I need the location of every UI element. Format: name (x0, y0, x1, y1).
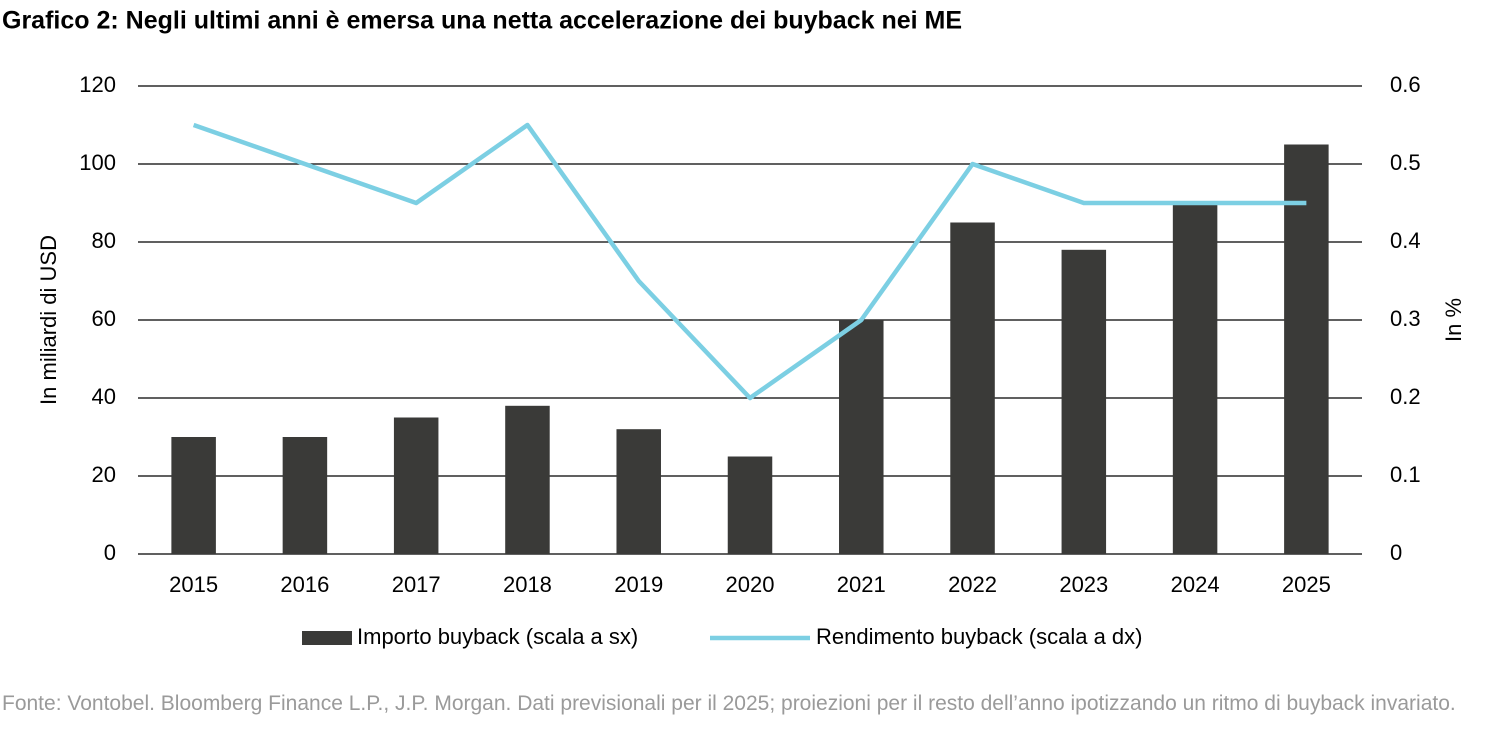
legend-label: Rendimento buyback (scala a dx) (816, 624, 1143, 649)
bar (616, 429, 661, 554)
y2-tick-label: 0.2 (1390, 384, 1421, 409)
chart-title: Grafico 2: Negli ultimi anni è emersa un… (2, 7, 962, 35)
x-tick-label: 2023 (1059, 572, 1108, 597)
footnote: Fonte: Vontobel. Bloomberg Finance L.P.,… (2, 692, 1456, 715)
x-tick-label: 2021 (837, 572, 886, 597)
bar (1172, 203, 1218, 554)
y-tick-label: 60 (92, 306, 116, 331)
y2-tick-label: 0.6 (1390, 72, 1421, 97)
x-tick-label: 2017 (392, 572, 441, 597)
y-tick-label: 100 (79, 150, 116, 175)
x-tick-label: 2018 (503, 572, 552, 597)
x-tick-label: 2019 (614, 572, 663, 597)
bar (839, 320, 884, 554)
y2-tick-label: 0.3 (1390, 306, 1421, 331)
bar (282, 437, 328, 554)
y-tick-label: 120 (79, 72, 116, 97)
legend-label: Importo buyback (scala a sx) (357, 624, 638, 649)
legend-swatch (302, 631, 352, 645)
y-tick-label: 20 (92, 462, 116, 487)
bar (950, 222, 995, 554)
x-tick-label: 2024 (1171, 572, 1220, 597)
bar (171, 437, 216, 554)
bar (1284, 144, 1329, 554)
y-tick-label: 40 (92, 384, 116, 409)
x-tick-label: 2016 (280, 572, 329, 597)
bar (505, 405, 550, 554)
x-tick-label: 2015 (169, 572, 218, 597)
y2-tick-label: 0.1 (1390, 462, 1421, 487)
y2-tick-label: 0.5 (1390, 150, 1421, 175)
x-tick-label: 2025 (1282, 572, 1331, 597)
bar (727, 456, 773, 554)
y-tick-label: 80 (92, 228, 116, 253)
y-tick-label: 0 (104, 540, 116, 565)
bar (393, 417, 439, 554)
chart: Grafico 2: Negli ultimi anni è emersa un… (2, 7, 1466, 649)
y2-tick-label: 0 (1390, 540, 1402, 565)
y2-tick-label: 0.4 (1390, 228, 1421, 253)
y2-axis-label: In % (1441, 298, 1466, 342)
x-tick-label: 2020 (726, 572, 775, 597)
bar (1061, 249, 1107, 555)
y-axis-label: In miliardi di USD (36, 235, 61, 405)
line (192, 122, 1307, 401)
x-tick-label: 2022 (948, 572, 997, 597)
